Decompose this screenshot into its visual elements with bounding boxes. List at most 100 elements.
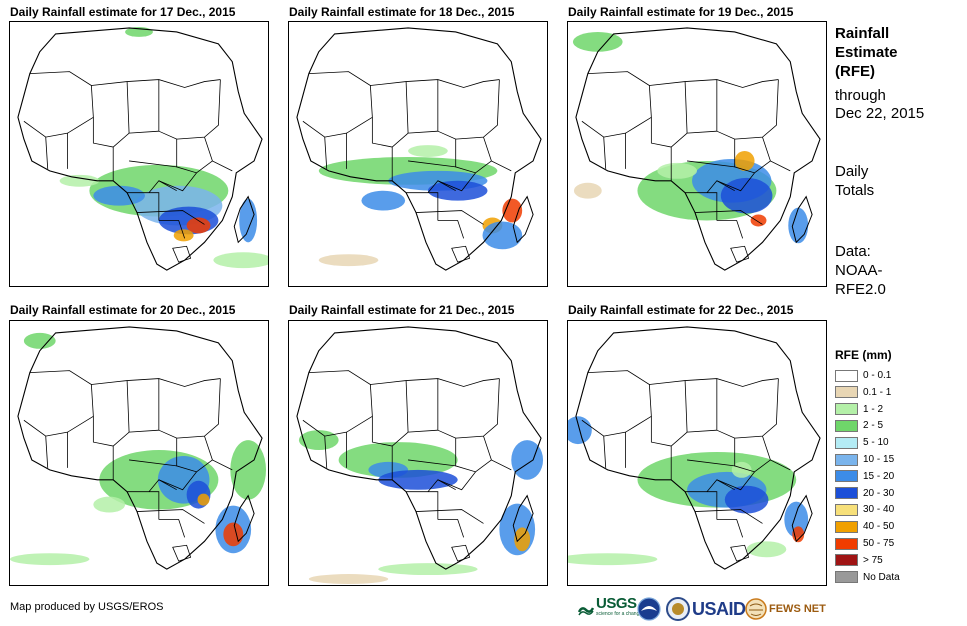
legend-label: 2 - 5 bbox=[863, 420, 884, 432]
rainfall-area bbox=[338, 442, 458, 478]
map-20dec bbox=[9, 320, 269, 586]
credit-text: Map produced by USGS/EROS bbox=[10, 601, 164, 613]
side-title-estimate: Estimate bbox=[835, 44, 898, 61]
legend-swatch bbox=[835, 386, 858, 399]
country-border bbox=[687, 429, 717, 433]
country-border bbox=[129, 459, 177, 467]
country-border bbox=[603, 436, 607, 468]
country-border bbox=[324, 137, 328, 169]
madagascar-outline bbox=[791, 494, 813, 543]
legend-swatch bbox=[835, 503, 858, 516]
africa-map bbox=[10, 326, 267, 570]
africa-map bbox=[572, 27, 821, 271]
legend-item: 30 - 40 bbox=[835, 502, 894, 517]
usgs-logo: USGS science for a changing world bbox=[578, 596, 659, 622]
africa-map bbox=[296, 27, 542, 271]
rainfall-area bbox=[568, 553, 658, 566]
country-border bbox=[483, 436, 512, 471]
country-border bbox=[716, 519, 744, 538]
rainfall-area bbox=[514, 527, 531, 552]
legend-label: 30 - 40 bbox=[863, 504, 895, 516]
side-title-rainfall: Rainfall bbox=[835, 25, 890, 42]
rainfall-area bbox=[298, 430, 339, 451]
panel-title-17: Daily Rainfall estimate for 17 Dec., 201… bbox=[10, 5, 236, 19]
legend-item: 10 - 15 bbox=[835, 452, 894, 467]
africa-coastline bbox=[575, 27, 821, 271]
madagascar-outline bbox=[512, 494, 534, 543]
legend-label: 20 - 30 bbox=[863, 487, 895, 499]
map-21dec bbox=[288, 320, 548, 586]
country-border bbox=[408, 429, 438, 433]
country-border bbox=[694, 509, 763, 524]
legend-label: 0 - 0.1 bbox=[863, 370, 892, 381]
legend-swatch bbox=[835, 436, 858, 449]
legend-swatch bbox=[835, 403, 858, 416]
rainfall-area bbox=[511, 440, 544, 480]
country-border bbox=[581, 370, 652, 437]
country-border bbox=[370, 378, 500, 387]
rainfall-area bbox=[230, 440, 267, 500]
rainfall-area bbox=[361, 190, 406, 211]
country-border bbox=[762, 436, 791, 471]
legend-item: 1 - 2 bbox=[835, 402, 883, 417]
country-border bbox=[762, 137, 791, 172]
rainfall-area bbox=[720, 177, 773, 214]
africa-coastline bbox=[296, 326, 542, 570]
country-border bbox=[204, 137, 233, 172]
country-border bbox=[176, 438, 213, 473]
legend-item: No Data bbox=[835, 570, 900, 585]
country-border bbox=[91, 79, 221, 88]
rainfall-area bbox=[318, 254, 379, 267]
country-border bbox=[148, 180, 177, 193]
country-border bbox=[734, 438, 771, 473]
country-border bbox=[455, 438, 492, 473]
rainfall-area bbox=[731, 461, 752, 478]
country-border bbox=[92, 380, 130, 447]
noaa-logo bbox=[637, 596, 661, 622]
legend-item: 5 - 10 bbox=[835, 435, 889, 450]
africa-map bbox=[296, 326, 544, 584]
country-border bbox=[687, 160, 735, 168]
legend-swatch bbox=[835, 554, 858, 567]
rainfall-area bbox=[186, 217, 211, 234]
country-border bbox=[408, 160, 456, 168]
side-daily: Daily bbox=[835, 163, 869, 180]
legend-swatch bbox=[835, 537, 858, 550]
legend-label: 40 - 50 bbox=[863, 521, 895, 533]
panel-title-21: Daily Rainfall estimate for 21 Dec., 201… bbox=[289, 303, 515, 317]
side-data-rfe2: RFE2.0 bbox=[835, 281, 886, 298]
rainfall-area bbox=[750, 214, 767, 227]
fewsnet-logo: FEWS NET bbox=[745, 596, 826, 622]
country-border bbox=[158, 220, 186, 239]
panel-title-22: Daily Rainfall estimate for 22 Dec., 201… bbox=[568, 303, 794, 317]
side-data-label: Data: bbox=[835, 243, 871, 260]
country-border bbox=[406, 491, 439, 520]
legend-item: 40 - 50 bbox=[835, 519, 894, 534]
rainfall-area bbox=[213, 252, 268, 269]
country-border bbox=[716, 220, 744, 239]
country-border bbox=[685, 491, 718, 520]
country-border bbox=[371, 380, 409, 447]
country-border bbox=[716, 471, 755, 491]
usaid-wordmark: USAID bbox=[692, 598, 746, 619]
country-border bbox=[437, 378, 500, 439]
country-border bbox=[451, 544, 471, 562]
side-title-rfe: (RFE) bbox=[835, 63, 875, 80]
fewsnet-globe-icon bbox=[745, 598, 767, 620]
country-border bbox=[148, 479, 177, 492]
country-border bbox=[734, 139, 771, 174]
legend-swatch bbox=[835, 520, 858, 533]
country-border bbox=[603, 137, 607, 169]
madagascar-outline bbox=[791, 195, 813, 244]
rainfall-area bbox=[788, 207, 809, 244]
africa-map bbox=[568, 326, 821, 570]
side-through: through bbox=[835, 87, 886, 104]
map-19dec bbox=[567, 21, 827, 287]
africa-coastline bbox=[296, 27, 542, 271]
rainfall-area bbox=[784, 501, 809, 538]
africa-coastline bbox=[17, 27, 263, 271]
country-border bbox=[129, 429, 159, 433]
legend-label: 10 - 15 bbox=[863, 454, 895, 465]
usgs-tagline: science for a changing world bbox=[596, 611, 660, 617]
legend-item: > 75 bbox=[835, 553, 883, 568]
